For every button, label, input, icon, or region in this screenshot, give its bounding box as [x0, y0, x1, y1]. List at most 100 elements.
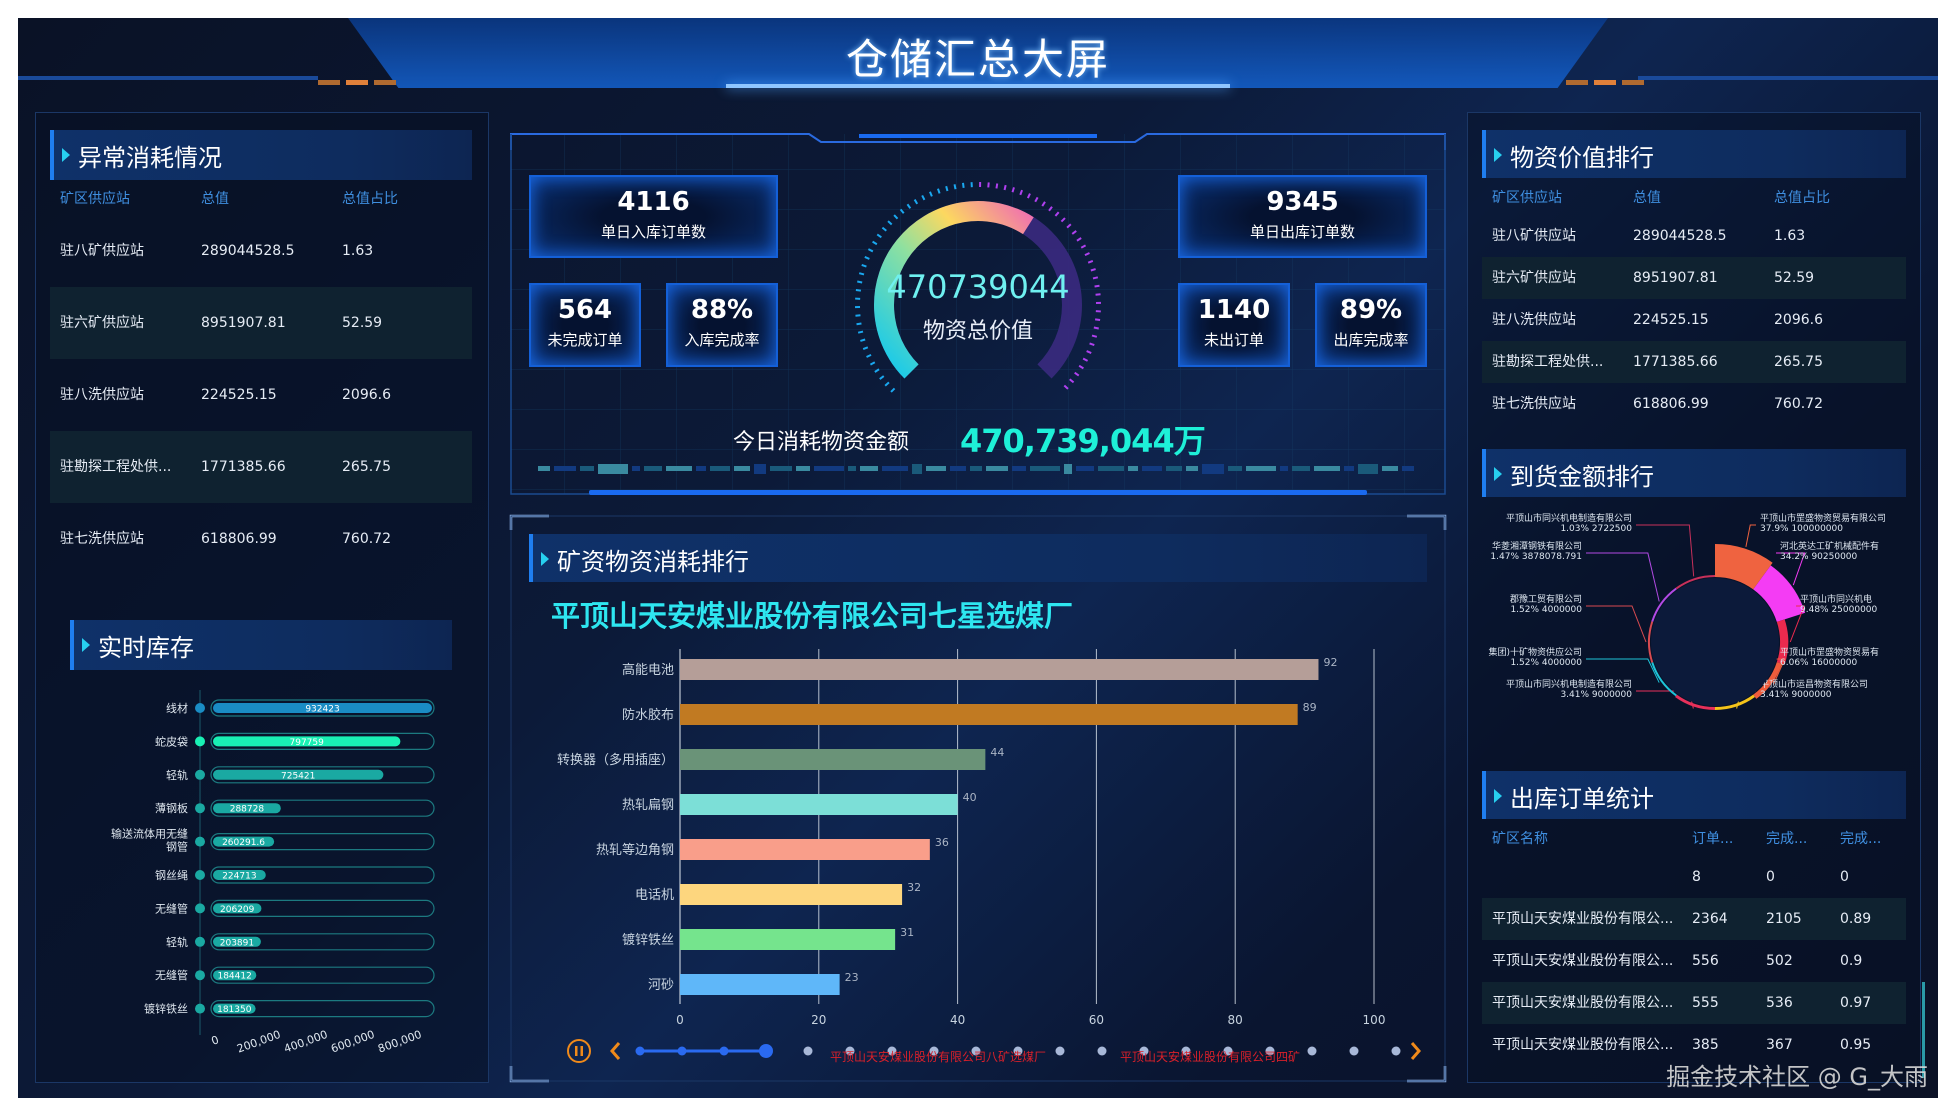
- timeline-dot[interactable]: [845, 1046, 855, 1056]
- bar-dot: [195, 803, 205, 814]
- timeline-dot[interactable]: [803, 1046, 813, 1056]
- pie-label-name: 平顶山市运昌物资有限公司: [1760, 678, 1868, 690]
- prev-arrow-icon[interactable]: [610, 1042, 621, 1060]
- triangle-icon: [1494, 148, 1502, 162]
- bar-label: 线材: [166, 701, 188, 715]
- gauge-tick: [1034, 196, 1039, 203]
- segment: [1202, 464, 1224, 474]
- timeline-dot[interactable]: [635, 1046, 645, 1056]
- bar-track: [210, 1000, 435, 1018]
- kpi-outbound-orders: 9345 单日出库订单数: [1178, 175, 1427, 258]
- table-cell: 驻六矿供应站: [60, 315, 144, 331]
- header-glow: [726, 84, 1230, 88]
- pie-slice: [1715, 694, 1755, 710]
- timeline-dot[interactable]: [1013, 1046, 1023, 1056]
- table-cell: 平顶山天安煤业股份有限公...: [1492, 995, 1674, 1011]
- gauge-tick: [921, 194, 926, 201]
- gauge-tick: [879, 375, 885, 380]
- next-arrow-icon[interactable]: [1410, 1042, 1421, 1060]
- segment: [926, 466, 946, 471]
- category-label: 电话机: [635, 888, 674, 903]
- x-tick-label: 20: [811, 1013, 826, 1027]
- table-cell: 760.72: [342, 531, 391, 547]
- gauge-tick: [953, 184, 957, 190]
- timeline-dot[interactable]: [929, 1046, 939, 1056]
- timeline-label[interactable]: 平顶山天安煤业股份有限公司八矿选煤厂: [829, 1050, 1046, 1064]
- gauge-tick: [855, 289, 862, 292]
- table-cell: 1.63: [1774, 228, 1806, 244]
- segment: [848, 466, 856, 471]
- timeline-dot[interactable]: [971, 1046, 981, 1056]
- table-cell: 2096.6: [342, 387, 391, 403]
- bar-label: 钢丝绳: [155, 868, 188, 882]
- gauge-tick: [1060, 217, 1066, 223]
- timeline-dot[interactable]: [1055, 1046, 1065, 1056]
- kpi-label: 入库完成率: [684, 331, 760, 349]
- value-rank-title-bar: 物资价值排行: [1482, 130, 1906, 178]
- pie-leader-line: [1789, 605, 1805, 643]
- bar: [213, 903, 262, 914]
- bar-track: [210, 833, 435, 851]
- timeline-dot[interactable]: [1223, 1046, 1233, 1056]
- gauge-tick: [1003, 184, 1007, 191]
- table-cell: 536: [1766, 995, 1793, 1011]
- table-cell: 385: [1692, 1037, 1719, 1053]
- kpi-unfinished-orders: 564 未完成订单: [529, 283, 641, 367]
- pause-icon: [580, 1046, 583, 1056]
- pie-label-name: 河北英达工矿机械配件有: [1780, 540, 1879, 552]
- column-header: 订单...: [1692, 831, 1734, 847]
- timeline-dot[interactable]: [1391, 1046, 1401, 1056]
- timeline-dot[interactable]: [759, 1044, 773, 1058]
- scrollbar[interactable]: [1922, 982, 1925, 1078]
- bar: [680, 929, 896, 950]
- segment: [696, 466, 706, 471]
- timeline-dot[interactable]: [1265, 1046, 1275, 1056]
- gauge-tick: [913, 199, 919, 205]
- bar-dot: [195, 870, 205, 880]
- gauge-tick: [1094, 284, 1100, 288]
- timeline-dot[interactable]: [1139, 1046, 1149, 1056]
- pause-button[interactable]: [567, 1039, 591, 1063]
- bar-label: 薄钢板: [155, 801, 188, 815]
- consumption-title-bar: 矿资物资消耗排行: [529, 534, 1427, 582]
- bar: [213, 769, 384, 780]
- pie-leader-line: [1586, 605, 1647, 643]
- triangle-icon: [1494, 789, 1502, 803]
- timeline[interactable]: [538, 1016, 1438, 1066]
- timeline-dot[interactable]: [1349, 1046, 1359, 1056]
- timeline-dot[interactable]: [719, 1046, 729, 1056]
- gauge-tick: [876, 233, 882, 239]
- section-title: 矿资物资消耗排行: [557, 548, 749, 576]
- data-label: 23: [845, 971, 859, 984]
- gauge-tick: [995, 183, 999, 189]
- bar-label: 无缝管: [155, 968, 188, 982]
- gauge-tick: [906, 203, 912, 209]
- gauge-tick: [1084, 252, 1090, 257]
- header-decoration: [348, 18, 1608, 88]
- kpi-value: 4116: [617, 187, 690, 217]
- bar: [680, 974, 840, 995]
- table-cell: 驻七洗供应站: [1492, 396, 1576, 412]
- timeline-dot[interactable]: [887, 1046, 897, 1056]
- pie-label-name: 集团)十矿物资供应公司: [1488, 646, 1582, 658]
- section-title: 异常消耗情况: [78, 144, 222, 172]
- gauge-tick: [1080, 244, 1087, 249]
- timeline-label[interactable]: 平顶山天安煤业股份有限公司四矿: [1119, 1050, 1300, 1064]
- timeline-dot[interactable]: [1307, 1046, 1317, 1056]
- table-cell: 618806.99: [1633, 396, 1709, 412]
- gauge-tick: [1054, 211, 1060, 217]
- data-label: 44: [990, 746, 1004, 759]
- dash: [1566, 80, 1588, 85]
- pie-label-name: 华菱湘潭钢铁有限公司: [1492, 540, 1582, 552]
- arrival-pie-wrap: 平顶山市罡盛物资贸易有限公司 37.9% 100000000 河北英达工矿机械配件有…: [1482, 504, 1920, 764]
- pie-label-name: 平顶山市罡盛物资贸易有限公司: [1760, 512, 1886, 524]
- timeline-dot[interactable]: [1097, 1046, 1107, 1056]
- gauge-tick: [1048, 206, 1053, 212]
- timeline-dot[interactable]: [677, 1046, 687, 1056]
- timeline-dot[interactable]: [1181, 1046, 1191, 1056]
- segment: [1358, 464, 1378, 474]
- data-label: 89: [1303, 701, 1317, 714]
- table-cell: 0.95: [1840, 1037, 1872, 1053]
- pie-leader-line: [1776, 552, 1806, 586]
- x-tick-label: 600,000: [329, 1028, 376, 1056]
